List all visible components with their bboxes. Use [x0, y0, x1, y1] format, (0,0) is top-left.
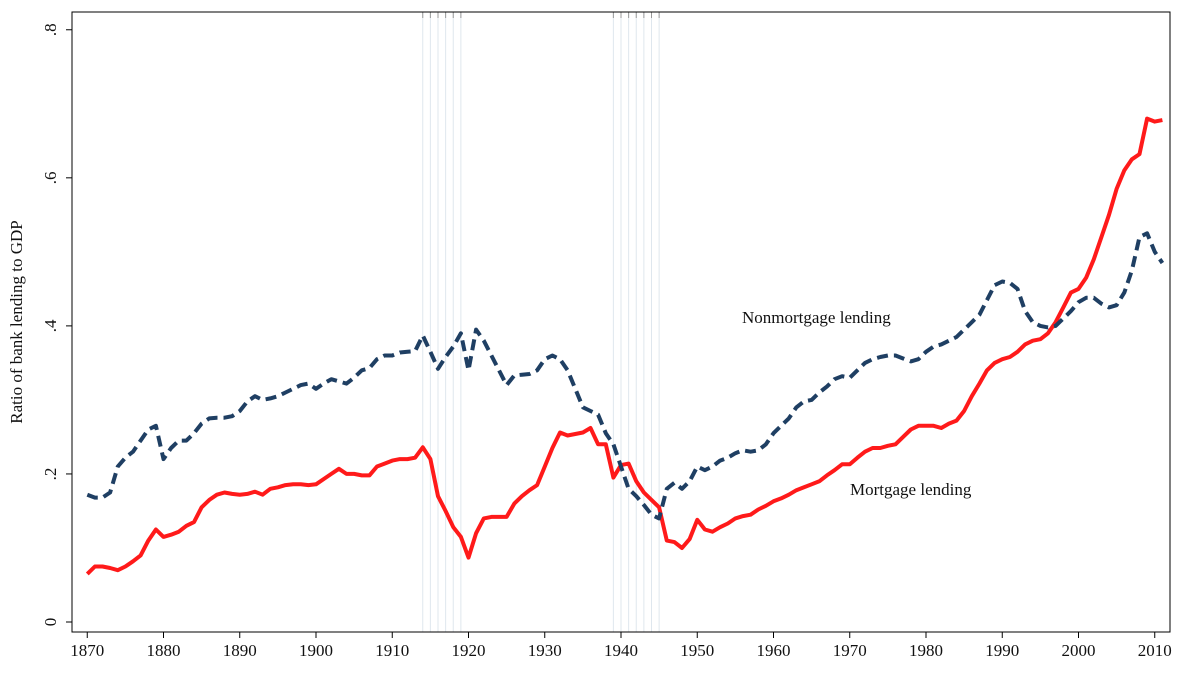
x-tick-label: 1930: [528, 641, 562, 660]
x-tick-label: 2000: [1062, 641, 1096, 660]
x-tick-label: 1940: [604, 641, 638, 660]
y-tick-label: 0: [41, 618, 60, 627]
x-tick-label: 1970: [833, 641, 867, 660]
series-line: [86, 231, 1165, 521]
y-axis-label: Ratio of bank lending to GDP: [7, 220, 26, 424]
y-tick-label: .6: [41, 171, 60, 184]
x-tick-label: 1890: [223, 641, 257, 660]
x-tick-label: 1910: [375, 641, 409, 660]
y-tick-label: .2: [41, 468, 60, 481]
x-tick-label: 1990: [985, 641, 1019, 660]
y-tick-label: .8: [41, 23, 60, 36]
x-tick-label: 1880: [147, 641, 181, 660]
x-tick-label: 1950: [680, 641, 714, 660]
x-tick-label: 1920: [452, 641, 486, 660]
y-tick-label: .4: [41, 319, 60, 332]
x-tick-label: 2010: [1138, 641, 1172, 660]
x-tick-label: 1870: [70, 641, 104, 660]
series-line: [85, 116, 1163, 576]
series-label: Mortgage lending: [850, 480, 972, 499]
x-tick-label: 1980: [909, 641, 943, 660]
x-tick-label: 1900: [299, 641, 333, 660]
x-tick-label: 1960: [757, 641, 791, 660]
series-label: Nonmortgage lending: [742, 308, 891, 327]
